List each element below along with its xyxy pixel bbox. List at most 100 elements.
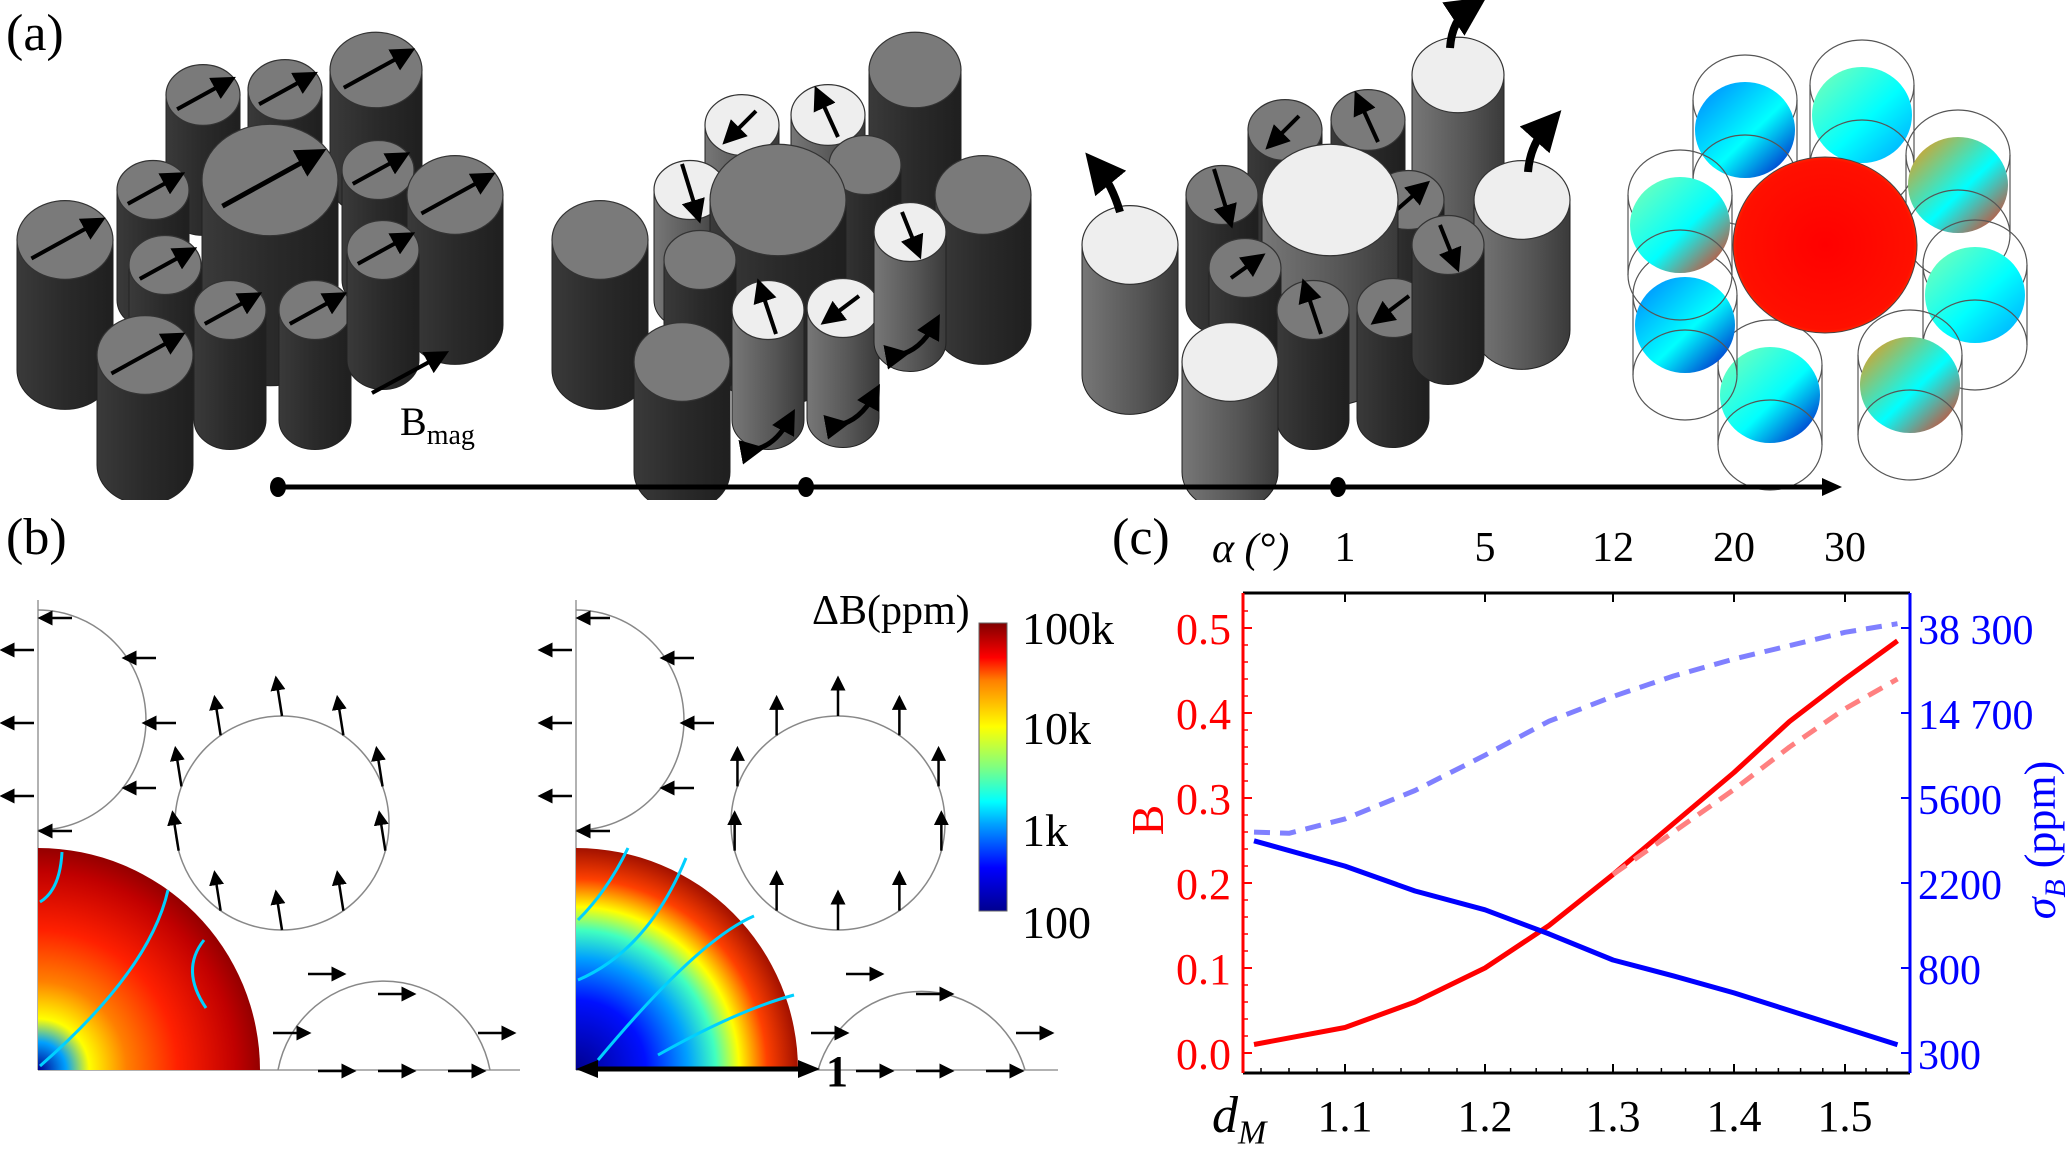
timeline-arrowhead-icon [1822,478,1842,496]
top-axis-label: α (°) [1212,526,1290,572]
rotation-double-arrow-icon [883,313,940,370]
scale-bar [576,1060,820,1078]
magnetization-arrow-icon [356,232,416,266]
field-map-cylinder [1857,309,1963,481]
panel-label-a: (a) [6,5,64,62]
y-right-axis-label: σB (ppm) [2016,690,2067,990]
y-right-tick-label: 38 300 [1918,608,2034,654]
bmag-label: Bmag [400,398,475,452]
magnetization-arrow-icon [138,247,198,281]
y-right-tick-label: 2200 [1918,863,2002,909]
magnetization-arrow-icon [1229,253,1266,280]
y-right-tick-label: 800 [1918,948,1981,994]
colorbar-title: ΔB(ppm) [812,588,970,634]
timeline-arrow [270,477,1842,497]
x-axis-label-main: d [1212,1087,1238,1144]
contour-line [39,851,64,904]
magnetization-arrow-icon [288,292,348,326]
top-tick-label: 20 [1713,525,1755,571]
contour-line [596,914,755,1061]
scale-bar-label: 1 [826,1047,848,1096]
magnetization-arrow-icon [722,109,758,145]
series--b-dashed- [1253,621,1898,836]
contour-line [191,939,208,1009]
magnetization-arrow-icon [680,163,705,224]
top-tick-label: 1 [1335,525,1356,571]
y-left-tick-label: 0.4 [1176,690,1231,739]
magnetization-arrow-icon [110,332,186,376]
field-arrow-icon [373,810,389,851]
field-arrow-icon [167,810,183,851]
panel-a-illustration [16,0,2028,500]
top-tick-label: 5 [1475,525,1496,571]
timeline-point-2 [798,477,814,497]
magnetization-arrow-icon [203,292,263,326]
contour-line [576,847,630,922]
timeline-point-1 [270,477,286,497]
x-axis-label-sub: M [1238,1114,1267,1152]
colorbar-tick-100k: 100k [1022,603,1114,654]
cylinder [934,155,1032,365]
magnetization-arrow-icon [1212,168,1237,229]
y-left-axis-label: B [1122,804,1173,836]
cylinder [551,200,649,410]
rotation-arrow-icon [1442,0,1487,49]
field-arrow-icon [331,694,347,736]
x-tick-label: 1.3 [1586,1092,1641,1141]
bmag-label-main: B [400,399,427,444]
magnetization-arrow-icon [1370,294,1411,325]
y-left-tick-label: 0.0 [1176,1030,1231,1079]
cylinder [1081,205,1179,415]
magnetization-arrow-icon [258,71,318,106]
magnetization-arrow-icon [1298,278,1323,335]
scale-bar-right-arrowhead-icon [798,1060,820,1078]
magnetization-arrow-icon [221,149,327,209]
x-tick-label: 1.1 [1318,1092,1373,1141]
contour-line [577,857,688,982]
y-left-tick-label: 0.3 [1176,775,1231,824]
y-right-tick-label: 5600 [1918,778,2002,824]
magnetization-arrow-icon [753,278,778,335]
x-tick-label: 1.2 [1458,1092,1513,1141]
top-tick-label: 30 [1824,525,1866,571]
field-map-center-cylinder [1732,156,1918,334]
colorbar-tick-1k: 1k [1022,805,1068,856]
rotation-double-arrow-icon [823,383,880,440]
chart-axes [1241,591,1912,1075]
y-right-axis-label-unit: (ppm) [2016,760,2065,869]
field-map-cylinder [1717,319,1823,491]
series-b-solid- [1253,638,1899,1047]
cylinder [633,322,731,500]
panel-b-field-maps [0,600,1058,1079]
field-map-cylinder [1632,249,1738,421]
stage-4-field-map [1627,39,2028,491]
y-right-axis-label-main: σ [2016,897,2065,920]
scale-bar-left-arrowhead-icon [576,1060,598,1078]
field-arrow-icon [371,745,386,787]
stage-2-inner-rotation [551,31,1032,500]
field-arrow-icon [270,889,286,931]
series--b-solid- [1253,838,1899,1048]
magnetization-arrow-icon [351,152,411,186]
colorbar [978,622,1008,912]
cylinder [1473,160,1571,370]
y-right-tick-label: 300 [1918,1033,1981,1079]
timeline-point-3 [1330,477,1346,497]
stage-1-uniform [16,31,504,500]
y-left-tick-label: 0.1 [1176,945,1231,994]
field-arrow-icon [209,694,224,736]
field-arrow-icon [209,870,224,911]
bmag-label-sub: mag [426,420,475,451]
field-map-cylinder [1809,39,1915,211]
colorbar-tick-100: 100 [1022,897,1091,948]
magnetization-arrow-icon [813,85,840,138]
x-tick-label: 1.4 [1707,1092,1762,1141]
magnetization-arrow-icon [420,172,496,216]
y-right-axis-label-sub: B [2039,879,2067,897]
x-tick-label: 1.5 [1818,1092,1873,1141]
chart-series [1253,621,1899,1048]
contour-line [39,889,170,1068]
contour-line [657,993,795,1057]
magnetization-arrow-icon [126,172,186,206]
